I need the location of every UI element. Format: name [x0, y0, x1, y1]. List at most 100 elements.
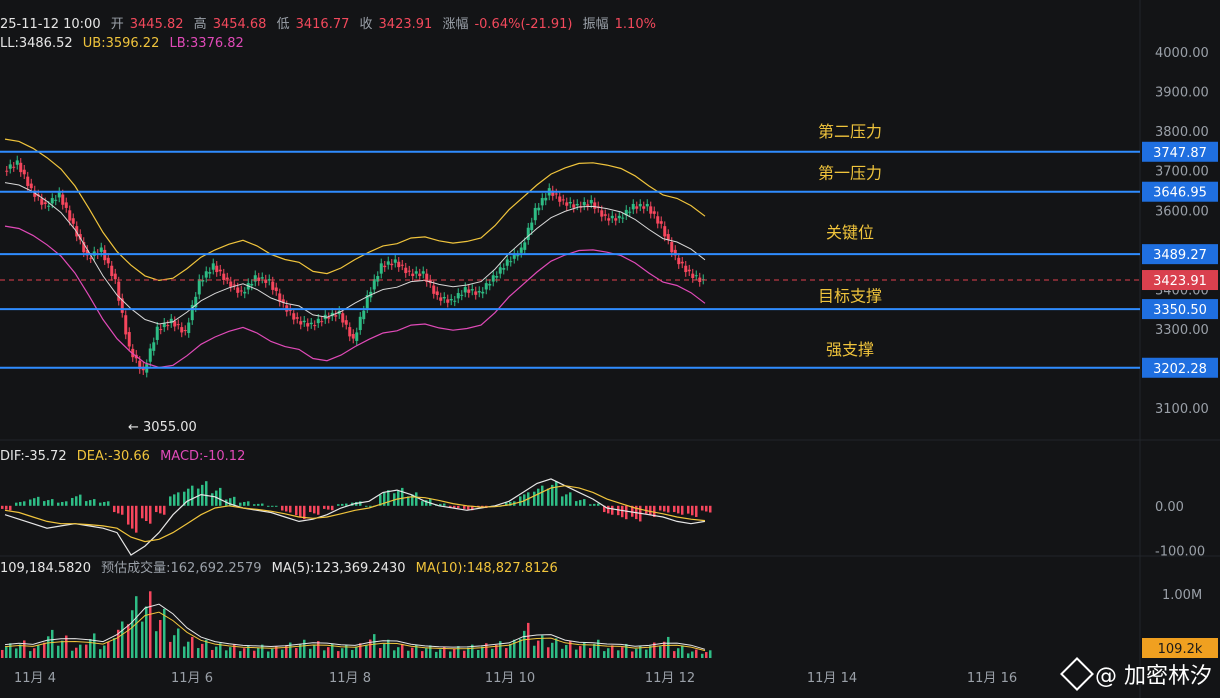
candle-body — [190, 304, 194, 321]
candle-body — [551, 190, 555, 196]
candle-body — [239, 290, 243, 292]
volume-bar — [659, 646, 662, 658]
macd-histogram-bar — [229, 498, 232, 506]
volume-bar — [131, 610, 134, 658]
volume-bar — [61, 640, 64, 658]
macd-histogram-bar — [131, 505, 134, 529]
volume-bar — [289, 642, 292, 658]
volume-bar — [71, 650, 74, 658]
volume-bar — [285, 646, 288, 658]
macd-histogram-bar — [401, 487, 404, 506]
volume-bar — [197, 648, 200, 658]
candle-body — [533, 207, 537, 221]
candle-body — [537, 207, 541, 211]
volume-bar — [369, 639, 372, 658]
candle-body — [12, 166, 16, 168]
macd-histogram-bar — [589, 504, 592, 506]
volume-bar — [121, 621, 124, 658]
volume-bar — [127, 624, 130, 658]
candle-body — [624, 209, 628, 216]
candle-body — [351, 334, 355, 339]
volume-bar — [313, 644, 316, 658]
candle-datetime: 25-11-12 10:00 — [0, 17, 101, 32]
volume-bar — [117, 629, 120, 658]
candle-body — [635, 206, 639, 209]
macd-histogram-bar — [369, 505, 372, 507]
price-tick-label: 3100.00 — [1155, 402, 1209, 417]
macd-histogram-bar — [365, 505, 368, 507]
candle-body — [159, 329, 163, 331]
candle-body — [148, 348, 152, 362]
volume-bar — [631, 651, 634, 658]
volume-bar — [99, 649, 102, 658]
volume-bar — [373, 634, 376, 658]
candle-body — [607, 218, 611, 221]
candle-body — [582, 201, 586, 206]
watermark: @ 加密林汐 — [1060, 657, 1212, 691]
volume-bar — [537, 640, 540, 658]
macd-histogram-bar — [285, 505, 288, 512]
candle-body — [299, 321, 303, 325]
volume-bar — [205, 639, 208, 658]
candle-body — [215, 265, 219, 273]
candle-body — [120, 298, 124, 313]
volume-bar — [229, 647, 232, 658]
volume-bar — [15, 648, 18, 658]
candle-body — [404, 267, 408, 274]
volume-bar — [589, 648, 592, 658]
candle-body — [411, 273, 415, 277]
macd-histogram-bar — [169, 496, 172, 506]
macd-tick-label: 0.00 — [1155, 500, 1184, 515]
volume-bar — [439, 649, 442, 658]
change-value: -0.64%(-21.91) — [474, 17, 573, 32]
candle-body — [218, 269, 222, 272]
macd-histogram-bar — [327, 505, 330, 510]
macd-histogram-bar — [5, 505, 8, 510]
volume-bar — [187, 641, 190, 658]
candle-body — [407, 270, 411, 272]
macd-histogram-bar — [687, 505, 690, 514]
candle-body — [446, 299, 450, 303]
volume-bar — [463, 650, 466, 658]
volume-bar — [113, 638, 116, 658]
macd-histogram-bar — [215, 490, 218, 506]
macd-histogram-bar — [89, 500, 92, 506]
macd-histogram-bar — [99, 502, 102, 506]
candle-body — [29, 183, 33, 189]
volume-bar — [37, 645, 40, 658]
volume-bar — [579, 646, 582, 658]
macd-histogram-bar — [323, 505, 326, 509]
macd-histogram-bar — [107, 501, 110, 506]
candle-body — [484, 283, 488, 290]
candle-body — [19, 162, 23, 173]
candle-body — [320, 321, 324, 323]
volume-bar — [513, 639, 516, 658]
candle-body — [22, 169, 26, 175]
candle-body — [642, 206, 646, 209]
candle-body — [222, 273, 226, 280]
level-label: 关键位 — [826, 223, 874, 242]
candle-body — [432, 285, 436, 294]
bollinger-lower-line — [4, 225, 706, 369]
candle-body — [435, 291, 439, 296]
close-value: 3423.91 — [378, 17, 433, 32]
bollinger-upper-line — [4, 138, 706, 282]
candle-body — [572, 204, 576, 208]
candle-body — [610, 215, 614, 219]
candle-body — [281, 299, 285, 303]
volume-bar — [415, 644, 418, 658]
candle-body — [358, 316, 362, 331]
volume-bar — [397, 647, 400, 658]
volume-bar — [303, 639, 306, 658]
candle-body — [309, 322, 313, 325]
candle-body — [631, 203, 635, 210]
candle-body — [418, 273, 422, 277]
level-label: 强支撑 — [826, 340, 874, 359]
candle-body — [558, 196, 562, 202]
amplitude-label: 振幅 — [582, 17, 609, 32]
date-tick-label: 11月 14 — [807, 671, 857, 686]
macd-histogram-bar — [695, 505, 698, 517]
candle-body — [155, 326, 159, 340]
macd-histogram-bar — [155, 505, 158, 513]
